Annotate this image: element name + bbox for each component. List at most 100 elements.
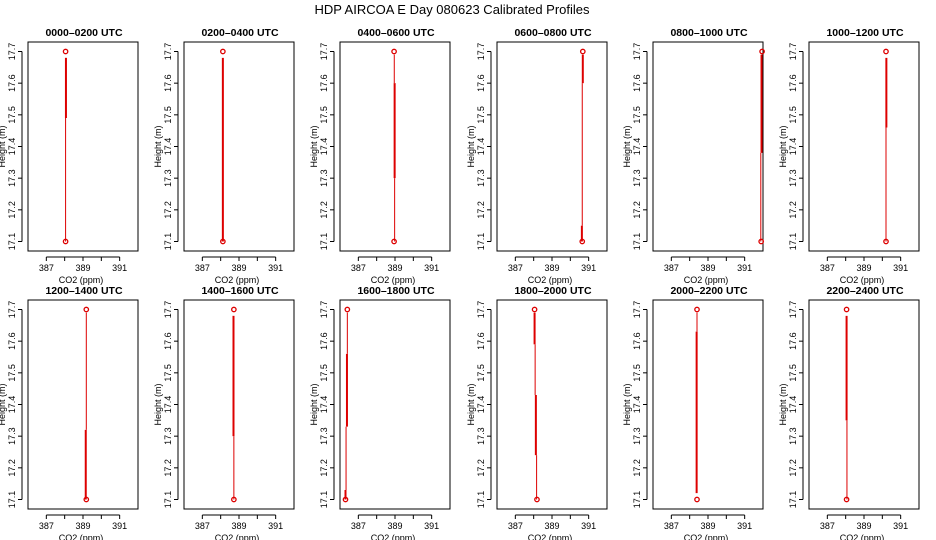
y-tick-label: 17.1 xyxy=(632,233,642,251)
y-axis-label: Height (m) xyxy=(622,383,632,425)
panel-title: 2200–2400 UTC xyxy=(826,285,903,297)
y-tick-label: 17.6 xyxy=(163,332,173,350)
y-tick-label: 17.5 xyxy=(788,364,798,382)
y-tick-label: 17.7 xyxy=(632,43,642,61)
y-tick-label: 17.2 xyxy=(319,201,329,219)
x-axis-label: CO2 (ppm) xyxy=(528,533,573,540)
panel-title: 0600–0800 UTC xyxy=(514,27,591,39)
data-point xyxy=(342,496,349,503)
y-axis-label: Height (m) xyxy=(778,125,788,167)
panel-title: 1200–1400 UTC xyxy=(45,285,122,297)
x-tick-label: 391 xyxy=(268,521,283,531)
y-tick-label: 17.4 xyxy=(319,138,329,156)
x-tick-label: 391 xyxy=(424,263,439,273)
y-tick-label: 17.3 xyxy=(788,169,798,187)
chart-panel-11: 2000–2200 UTC 387 389 391 CO2 (ppm) 17.1 17.2 1… xyxy=(622,285,764,540)
y-tick-label: 17.5 xyxy=(163,106,173,124)
chart-panel-8: 1400–1600 UTC 387 389 391 CO2 (ppm) 17.1 17.2 1… xyxy=(153,285,295,540)
y-tick-label: 17.5 xyxy=(632,106,642,124)
y-tick-label: 17.3 xyxy=(163,169,173,187)
y-axis-label: Height (m) xyxy=(153,125,163,167)
y-tick-label: 17.6 xyxy=(319,332,329,350)
x-tick-label: 387 xyxy=(195,263,210,273)
chart-panel-6: 1000–1200 UTC 387 389 391 CO2 (ppm) 17.1 17.2 1… xyxy=(778,27,920,285)
plot-frame xyxy=(808,41,920,252)
x-tick-label: 389 xyxy=(231,263,246,273)
y-tick-label: 17.2 xyxy=(632,201,642,219)
y-tick-label: 17.7 xyxy=(476,301,486,319)
y-tick-label: 17.1 xyxy=(632,491,642,509)
chart-panel-5: 0800–1000 UTC 387 389 391 CO2 (ppm) 17.1 17.2 1… xyxy=(622,27,765,285)
x-axis-label: CO2 (ppm) xyxy=(215,533,260,540)
y-tick-label: 17.1 xyxy=(319,491,329,509)
panel-title: 1800–2000 UTC xyxy=(514,285,591,297)
data-point xyxy=(83,496,90,503)
x-axis-label: CO2 (ppm) xyxy=(684,533,729,540)
y-tick-label: 17.6 xyxy=(632,332,642,350)
y-tick-label: 17.7 xyxy=(163,301,173,319)
x-tick-label: 391 xyxy=(112,263,127,273)
x-tick-label: 387 xyxy=(820,263,835,273)
y-tick-label: 17.5 xyxy=(319,106,329,124)
x-tick-label: 387 xyxy=(508,521,523,531)
y-tick-label: 17.7 xyxy=(319,301,329,319)
y-tick-label: 17.6 xyxy=(632,74,642,92)
y-tick-label: 17.7 xyxy=(632,301,642,319)
x-tick-label: 387 xyxy=(664,521,679,531)
y-axis-label: Height (m) xyxy=(466,383,476,425)
y-tick-label: 17.5 xyxy=(476,106,486,124)
chart-panel-1: 0000–0200 UTC 387 389 391 CO2 (ppm) 17.1 17.2 1… xyxy=(0,27,139,285)
y-axis-label: Height (m) xyxy=(309,383,319,425)
panel-title: 0800–1000 UTC xyxy=(670,27,747,39)
y-tick-label: 17.3 xyxy=(476,169,486,187)
y-tick-label: 17.7 xyxy=(788,43,798,61)
x-axis-label: CO2 (ppm) xyxy=(59,533,104,540)
y-tick-label: 17.6 xyxy=(476,74,486,92)
y-tick-label: 17.5 xyxy=(7,106,17,124)
y-tick-label: 17.6 xyxy=(163,74,173,92)
x-tick-label: 391 xyxy=(581,521,596,531)
data-point xyxy=(83,306,90,313)
y-axis-label: Height (m) xyxy=(466,125,476,167)
panel-title: 2000–2200 UTC xyxy=(670,285,747,297)
plot-frame xyxy=(496,41,608,252)
x-axis-label: CO2 (ppm) xyxy=(371,275,416,285)
x-tick-label: 389 xyxy=(544,263,559,273)
y-tick-label: 17.4 xyxy=(788,138,798,156)
data-point xyxy=(843,306,850,313)
chart-panel-3: 0400–0600 UTC 387 389 391 CO2 (ppm) 17.1 17.2 1… xyxy=(309,27,451,285)
y-tick-label: 17.2 xyxy=(7,201,17,219)
chart-panel-4: 0600–0800 UTC 387 389 391 CO2 (ppm) 17.1 17.2 1… xyxy=(466,27,608,285)
y-tick-label: 17.1 xyxy=(319,233,329,251)
y-tick-label: 17.4 xyxy=(163,396,173,414)
y-axis-label: Height (m) xyxy=(622,125,632,167)
x-tick-label: 387 xyxy=(508,263,523,273)
y-tick-label: 17.1 xyxy=(788,491,798,509)
y-tick-label: 17.4 xyxy=(7,396,17,414)
y-tick-label: 17.1 xyxy=(163,491,173,509)
data-point xyxy=(579,238,586,245)
y-tick-label: 17.3 xyxy=(7,427,17,445)
chart-panel-2: 0200–0400 UTC 387 389 391 CO2 (ppm) 17.1 17.2 1… xyxy=(153,27,295,285)
y-tick-label: 17.7 xyxy=(476,43,486,61)
x-tick-label: 391 xyxy=(893,263,908,273)
y-tick-label: 17.2 xyxy=(7,459,17,477)
y-tick-label: 17.6 xyxy=(319,74,329,92)
y-tick-label: 17.2 xyxy=(632,459,642,477)
y-tick-label: 17.4 xyxy=(476,138,486,156)
y-tick-label: 17.4 xyxy=(163,138,173,156)
data-point xyxy=(531,306,538,313)
data-point xyxy=(534,496,540,503)
x-tick-label: 387 xyxy=(664,263,679,273)
y-tick-label: 17.2 xyxy=(788,459,798,477)
plot-frame xyxy=(652,41,764,252)
data-point xyxy=(220,238,226,245)
panel-title: 0400–0600 UTC xyxy=(357,27,434,39)
data-point xyxy=(231,496,237,503)
y-tick-label: 17.4 xyxy=(788,396,798,414)
data-point xyxy=(231,306,237,313)
y-tick-label: 17.7 xyxy=(7,301,17,319)
data-point xyxy=(62,48,69,55)
